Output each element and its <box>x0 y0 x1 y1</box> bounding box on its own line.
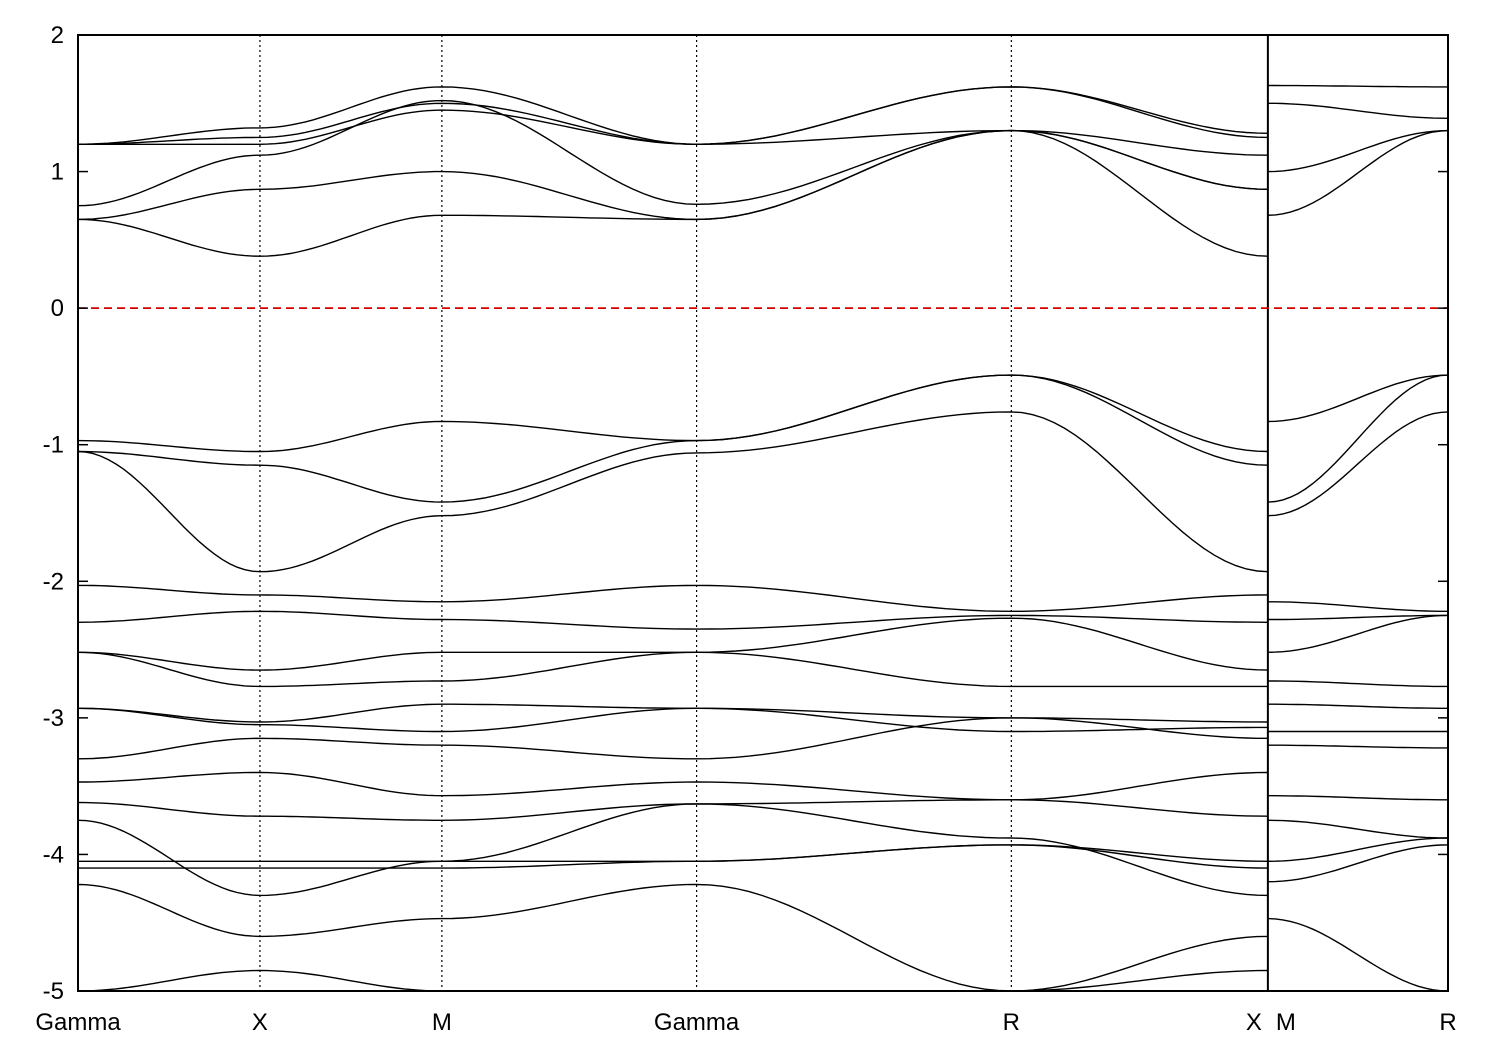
band-line-32 <box>1267 614 1449 653</box>
plot-frame <box>77 34 1449 992</box>
kpath-label-4: R <box>1003 1009 1020 1036</box>
kpoint-divider-lines <box>259 35 1269 991</box>
band-line-9 <box>1267 129 1449 216</box>
kpath-label-7: R <box>1439 1009 1456 1036</box>
band-line-22 <box>77 803 1268 897</box>
kpath-label-3: Gamma <box>654 1009 740 1036</box>
ytick-label-0: 2 <box>51 22 64 49</box>
band-line-1 <box>77 86 1268 146</box>
ytick-label-5: -3 <box>43 705 64 732</box>
band-line-25 <box>77 883 1268 992</box>
band-line-34 <box>1267 703 1448 709</box>
ytick-label-6: -4 <box>43 841 64 868</box>
band-line-21 <box>77 799 1268 821</box>
band-line-24 <box>78 844 1268 869</box>
band-line-13 <box>78 584 1268 612</box>
band-line-41 <box>1267 917 1449 992</box>
band-line-7 <box>1267 102 1449 119</box>
ytick-label-1: 1 <box>51 159 64 186</box>
band-line-17 <box>77 703 1268 723</box>
band-lines <box>77 84 1449 992</box>
band-line-40 <box>1267 844 1449 883</box>
band-line-12 <box>77 411 1268 573</box>
kpath-labels: Gamma X M Gamma R X M R <box>35 1009 1456 1036</box>
band-line-31 <box>1267 614 1448 621</box>
kpath-label-1: X <box>252 1009 268 1036</box>
band-line-10 <box>77 374 1268 453</box>
band-line-5 <box>77 129 1268 257</box>
band-line-27 <box>1267 374 1449 423</box>
band-line-30 <box>1267 601 1448 612</box>
kpath-label-2: M <box>432 1009 452 1036</box>
band-line-37 <box>1267 795 1448 801</box>
band-line-11 <box>77 374 1268 503</box>
band-line-33 <box>1267 680 1448 688</box>
band-line-19 <box>77 717 1268 760</box>
band-line-14 <box>77 610 1268 630</box>
band-line-4 <box>77 129 1268 221</box>
band-line-6 <box>1267 84 1448 88</box>
band-line-28 <box>1267 374 1449 503</box>
band-line-18 <box>77 707 1268 733</box>
band-line-8 <box>1267 129 1449 173</box>
ytick-label-2: 0 <box>51 295 64 322</box>
band-line-15 <box>77 617 1268 671</box>
band-line-29 <box>1267 411 1449 517</box>
ytick-label-4: -2 <box>43 568 64 595</box>
band-line-38 <box>1267 819 1448 839</box>
ytick-label-7: -5 <box>43 978 64 1005</box>
kpath-label-6: M <box>1276 1009 1296 1036</box>
band-line-20 <box>78 771 1268 801</box>
kpath-label-0: Gamma <box>35 1009 121 1036</box>
kpath-label-5: X <box>1246 1009 1262 1036</box>
band-line-39 <box>1267 837 1449 862</box>
ytick-label-3: -1 <box>43 432 64 459</box>
band-line-2 <box>78 109 1268 156</box>
band-line-16 <box>77 651 1268 688</box>
band-line-36 <box>1267 744 1448 749</box>
